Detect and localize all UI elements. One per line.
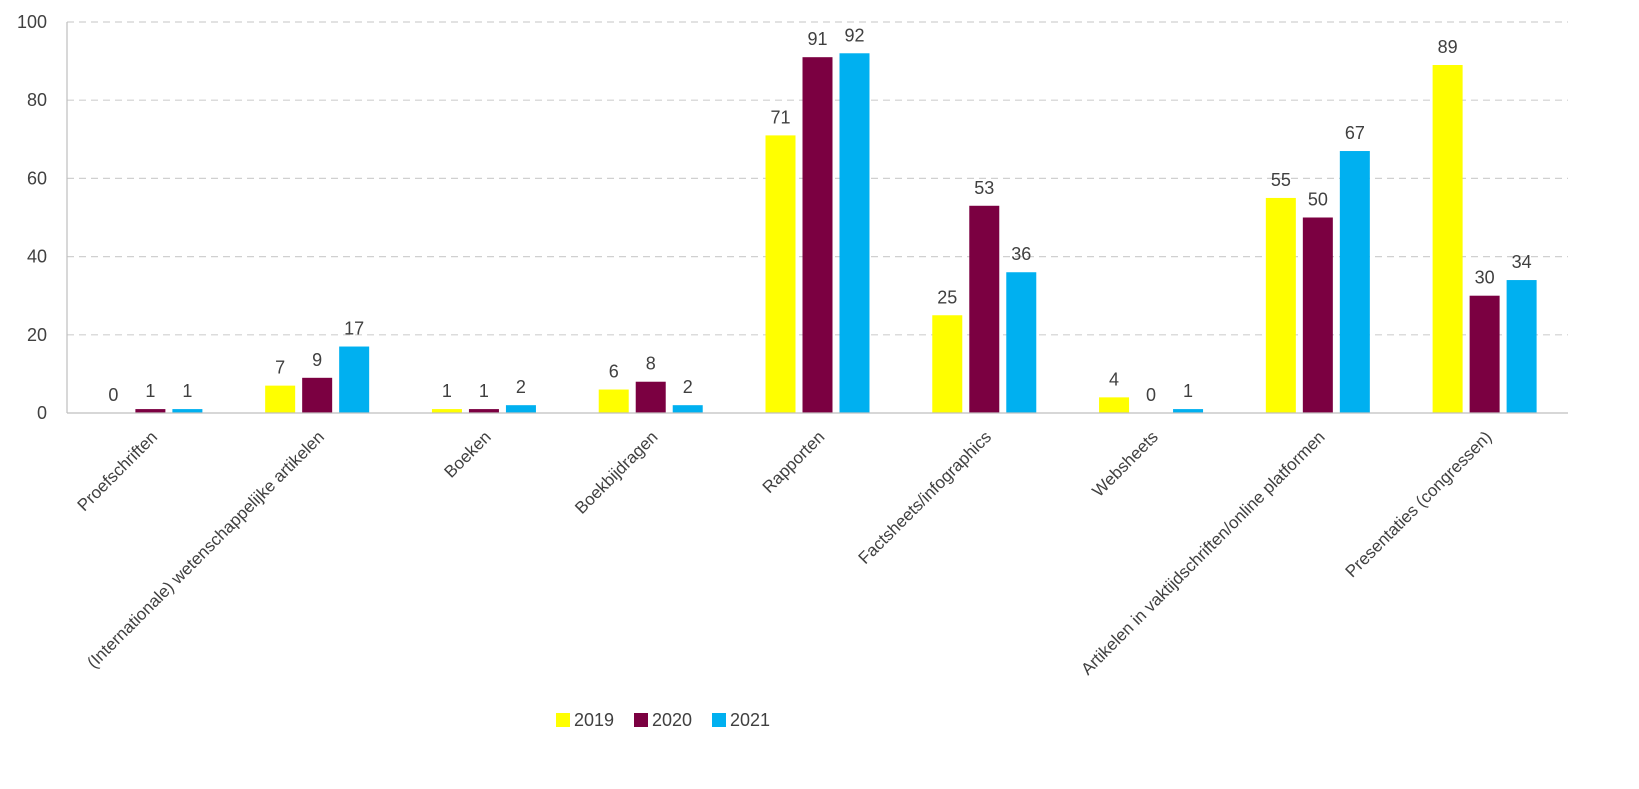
- bar-2020-1: [302, 377, 333, 413]
- data-label: 0: [1146, 385, 1156, 405]
- bar-2019-6: [1099, 397, 1130, 413]
- data-label: 8: [646, 354, 656, 374]
- bar-2021-4: [839, 53, 870, 413]
- bar-2021-0: [172, 409, 203, 413]
- legend-label: 2021: [730, 710, 770, 730]
- bar-2020-5: [969, 205, 1000, 413]
- bar-2021-2: [505, 405, 536, 413]
- y-tick-label: 0: [37, 403, 47, 423]
- data-label: 6: [609, 362, 619, 382]
- bar-2020-4: [802, 57, 833, 413]
- data-label: 1: [442, 381, 452, 401]
- x-category-label: Factsheets/infographics: [855, 427, 995, 567]
- x-category-label: Rapporten: [759, 427, 829, 497]
- x-category-label: Presentaties (congressen): [1342, 427, 1496, 581]
- bar-2020-3: [635, 381, 666, 413]
- bar-2021-6: [1173, 409, 1204, 413]
- data-label: 1: [1183, 381, 1193, 401]
- bar-2021-5: [1006, 272, 1037, 413]
- bar-2019-4: [765, 135, 796, 413]
- bar-2019-1: [265, 385, 296, 413]
- data-label: 9: [312, 350, 322, 370]
- data-label: 50: [1308, 190, 1328, 210]
- bar-2019-7: [1265, 197, 1296, 413]
- y-tick-label: 40: [27, 247, 47, 267]
- legend: 2019 2020 2021: [556, 710, 770, 730]
- data-label: 89: [1438, 37, 1458, 57]
- bar-2019-5: [932, 315, 963, 413]
- data-label: 36: [1011, 244, 1031, 264]
- data-label: 34: [1512, 252, 1532, 272]
- data-label: 91: [807, 29, 827, 49]
- bar-2021-3: [672, 405, 703, 413]
- data-label: 7: [275, 358, 285, 378]
- bar-2021-8: [1506, 280, 1537, 413]
- data-label: 2: [516, 377, 526, 397]
- bar-2019-2: [431, 409, 462, 413]
- y-tick-label: 80: [27, 90, 47, 110]
- bar-2020-0: [135, 409, 166, 413]
- bar-2020-8: [1469, 295, 1500, 413]
- data-label: 71: [770, 107, 790, 127]
- data-label: 30: [1475, 268, 1495, 288]
- legend-label: 2020: [652, 710, 692, 730]
- bar-2019-8: [1432, 65, 1463, 413]
- x-category-label: Boekbijdragen: [571, 427, 661, 517]
- bar-2020-7: [1302, 217, 1333, 413]
- bar-2020-2: [468, 409, 499, 413]
- x-category-label: Proefschriften: [74, 427, 162, 515]
- legend-swatch: [556, 713, 570, 727]
- data-label: 1: [145, 381, 155, 401]
- x-category-label: Websheets: [1089, 427, 1162, 500]
- data-label: 2: [683, 377, 693, 397]
- data-label: 17: [344, 319, 364, 339]
- y-tick-label: 20: [27, 325, 47, 345]
- x-category-label: Boeken: [441, 427, 495, 481]
- data-label: 1: [479, 381, 489, 401]
- bar-2021-7: [1339, 151, 1370, 413]
- legend-swatch: [712, 713, 726, 727]
- y-tick-label: 100: [17, 12, 47, 32]
- data-label: 4: [1109, 369, 1119, 389]
- bars: [135, 53, 1537, 413]
- data-label: 25: [937, 287, 957, 307]
- data-label: 53: [974, 178, 994, 198]
- legend-swatch: [634, 713, 648, 727]
- data-label: 0: [108, 385, 118, 405]
- data-label: 1: [182, 381, 192, 401]
- y-tick-label: 60: [27, 168, 47, 188]
- bar-2019-3: [598, 389, 629, 413]
- legend-label: 2019: [574, 710, 614, 730]
- data-label: 55: [1271, 170, 1291, 190]
- bar-2021-1: [339, 346, 370, 413]
- data-label: 92: [844, 25, 864, 45]
- data-label: 67: [1345, 123, 1365, 143]
